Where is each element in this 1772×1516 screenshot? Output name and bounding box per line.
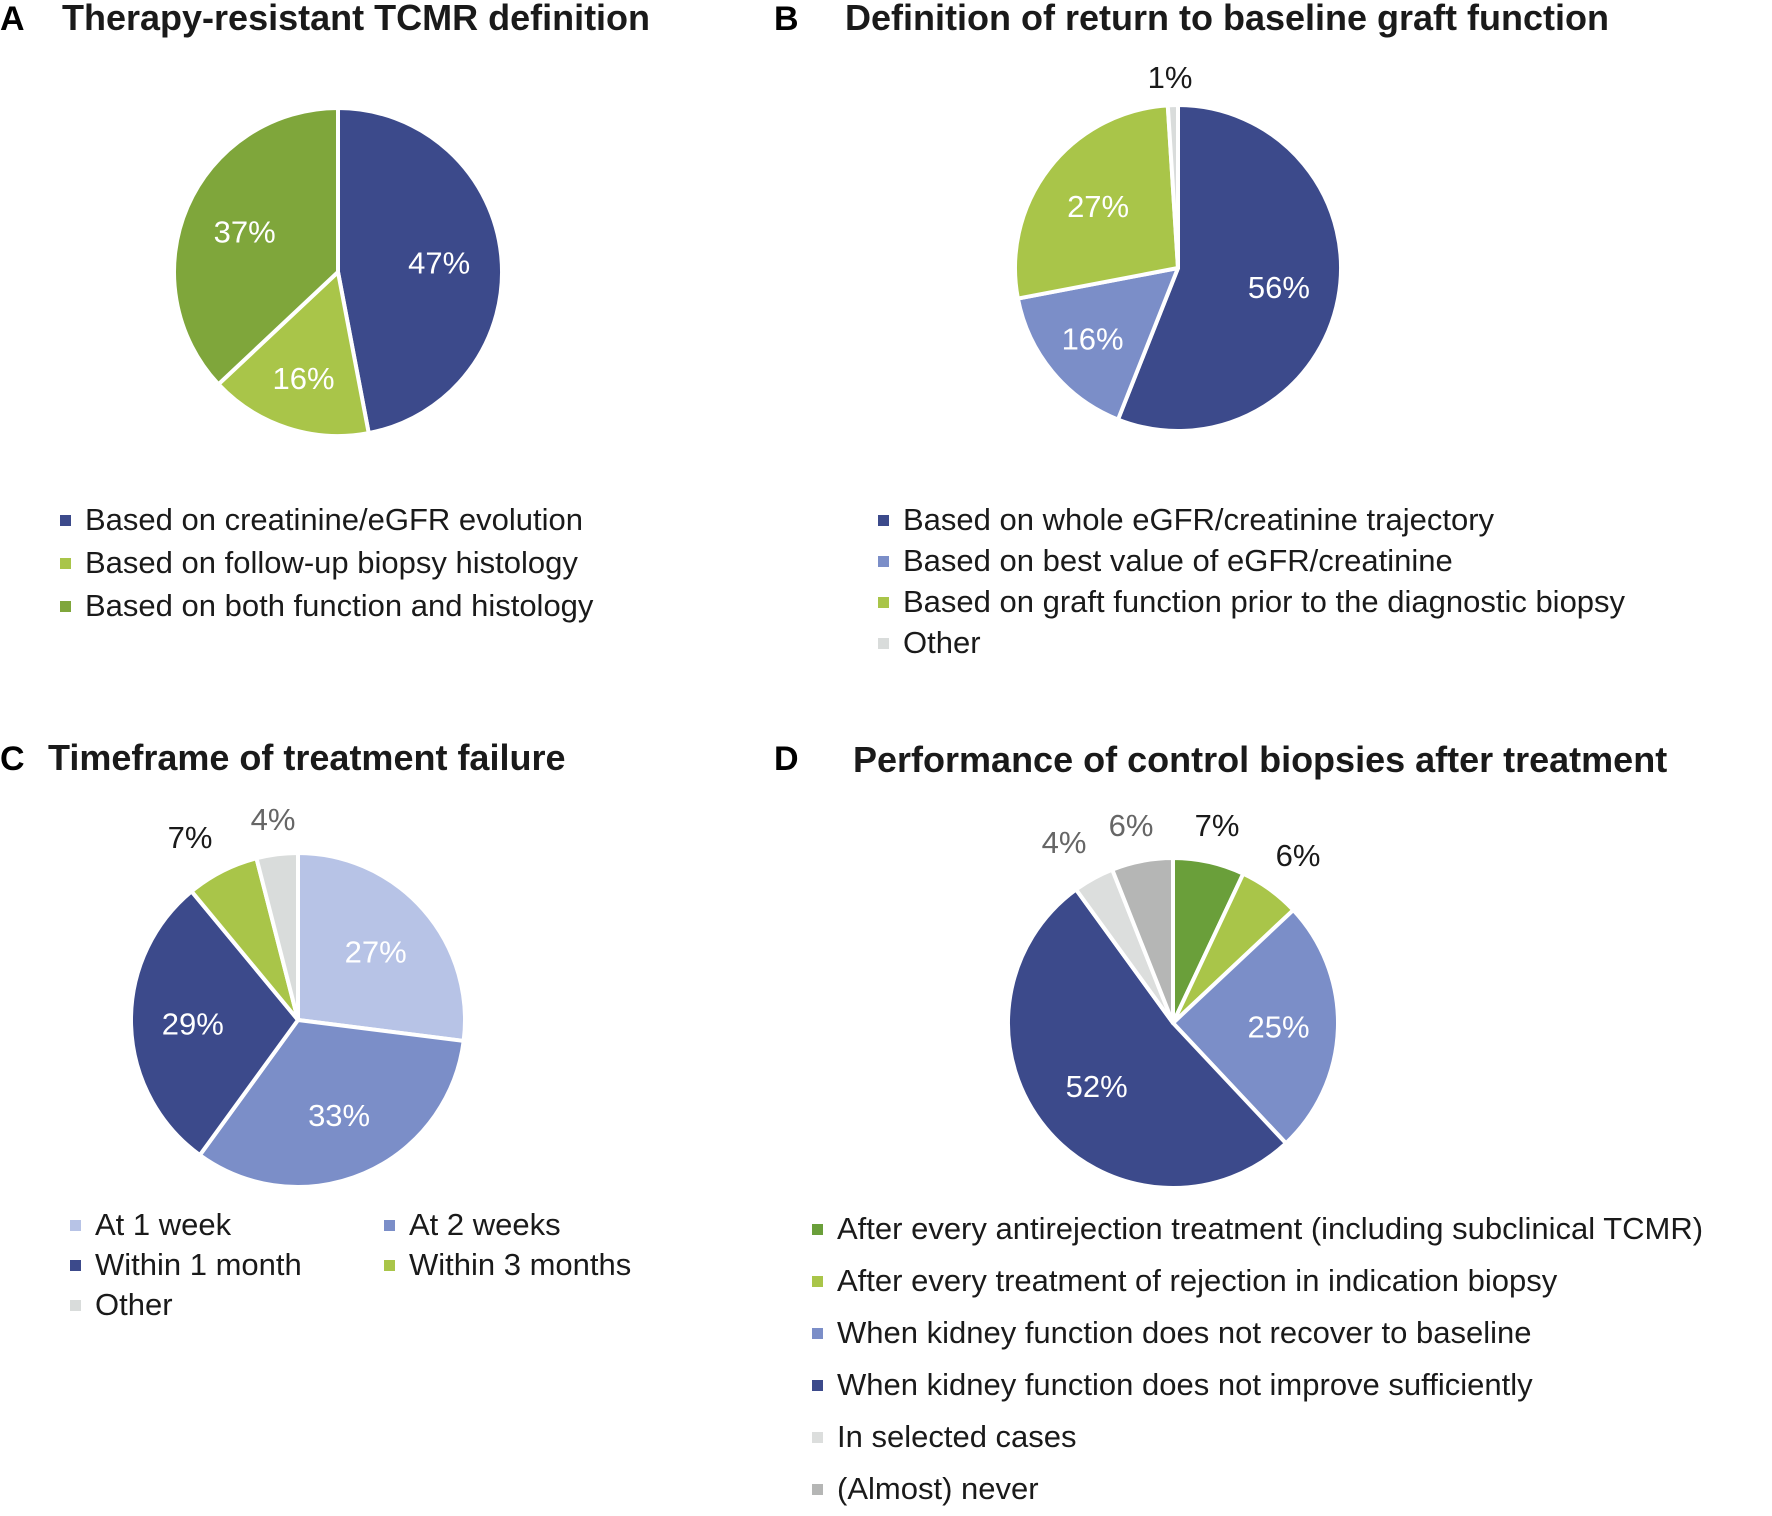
- legend-swatch: [812, 1432, 823, 1443]
- pie-slice: [1165, 102, 1180, 270]
- pie-slice: [254, 851, 300, 1022]
- data-label: 16%: [272, 361, 334, 396]
- data-label: 52%: [1066, 1069, 1128, 1104]
- legend-entry: Based on whole eGFR/creatinine trajector…: [903, 502, 1495, 537]
- data-label: 7%: [1195, 808, 1240, 843]
- legend-entry: Based on both function and histology: [85, 588, 594, 623]
- legend-entry: Within 1 month: [95, 1247, 302, 1282]
- legend-entry: Based on creatinine/eGFR evolution: [85, 502, 583, 537]
- legend-swatch: [60, 558, 71, 569]
- pie-slice: [1116, 103, 1344, 433]
- legend-swatch: [878, 638, 889, 649]
- pie-slice: [1006, 887, 1288, 1190]
- panel-title: Timeframe of treatment failure: [48, 737, 565, 778]
- data-label: 4%: [1042, 825, 1087, 860]
- pie-slice: [216, 270, 371, 439]
- legend-entry: After every treatment of rejection in in…: [837, 1263, 1558, 1298]
- legend-entry: Other: [95, 1287, 173, 1322]
- data-label: 7%: [168, 820, 213, 855]
- pie-slice: [336, 106, 504, 436]
- panel-title: Therapy-resistant TCMR definition: [62, 0, 650, 38]
- legend-swatch: [60, 515, 71, 526]
- legend-swatch: [812, 1328, 823, 1339]
- pie-slice: [1110, 856, 1175, 1025]
- data-label: 6%: [1276, 838, 1321, 873]
- data-label: 4%: [251, 802, 296, 837]
- pie-slice: [1171, 908, 1340, 1146]
- legend-swatch: [878, 515, 889, 526]
- data-label: 16%: [1062, 322, 1124, 357]
- legend-entry: Other: [903, 625, 981, 660]
- data-label: 25%: [1247, 1009, 1309, 1044]
- pie-slice: [128, 889, 300, 1158]
- legend-swatch: [812, 1380, 823, 1391]
- legend-entry: Within 3 months: [409, 1247, 631, 1282]
- data-label: 33%: [308, 1098, 370, 1133]
- legend-swatch: [878, 556, 889, 567]
- panel-letter: B: [774, 0, 799, 38]
- panel-d: D Performance of control biopsies after t…: [774, 739, 1703, 1506]
- legend-swatch: [878, 597, 889, 608]
- legend-entry: (Almost) never: [837, 1471, 1039, 1506]
- legend-swatch: [812, 1484, 823, 1495]
- legend-entry: When kidney function does not improve su…: [837, 1367, 1533, 1402]
- pie-slice: [172, 106, 340, 387]
- data-label: 27%: [345, 935, 407, 970]
- data-label: 27%: [1067, 189, 1129, 224]
- legend-entry: When kidney function does not recover to…: [837, 1315, 1531, 1350]
- legend-swatch: [70, 1260, 81, 1271]
- legend-entry: At 1 week: [95, 1207, 232, 1242]
- panel-letter: C: [0, 740, 25, 778]
- panel-a: A Therapy-resistant TCMR definition 47% 16%…: [0, 0, 650, 623]
- panel-letter: D: [774, 740, 799, 778]
- legend-swatch: [812, 1224, 823, 1235]
- panel-title: Definition of return to baseline graft f…: [845, 0, 1609, 38]
- pie-slice: [1015, 266, 1180, 422]
- data-label: 1%: [1148, 60, 1193, 95]
- data-label: 29%: [162, 1006, 224, 1041]
- legend-swatch: [384, 1260, 395, 1271]
- panel-title: Performance of control biopsies after tr…: [853, 739, 1667, 780]
- legend-swatch: [60, 601, 71, 612]
- pie-slice: [197, 1018, 466, 1190]
- legend-entry: Based on best value of eGFR/creatinine: [903, 543, 1453, 578]
- panel-b: B Definition of return to baseline graft …: [774, 0, 1626, 660]
- legend-entry: In selected cases: [837, 1419, 1077, 1454]
- legend-entry: Based on graft function prior to the dia…: [903, 584, 1626, 619]
- data-label: 6%: [1109, 808, 1154, 843]
- legend-entry: After every antirejection treatment (inc…: [837, 1211, 1703, 1246]
- pie-slice: [296, 851, 467, 1043]
- legend-entry: At 2 weeks: [409, 1207, 561, 1242]
- pie-slice: [1013, 103, 1180, 301]
- data-label: 47%: [408, 245, 470, 280]
- legend-swatch: [70, 1300, 81, 1311]
- legend-swatch: [70, 1220, 81, 1231]
- legend-entry: Based on follow-up biopsy histology: [85, 545, 578, 580]
- data-label: 37%: [214, 215, 276, 250]
- legend-swatch: [812, 1276, 823, 1287]
- panel-letter: A: [0, 0, 25, 38]
- legend-swatch: [384, 1220, 395, 1231]
- panel-c: C Timeframe of treatment failure 27% 33% 29%…: [0, 737, 631, 1322]
- data-label: 56%: [1248, 270, 1310, 305]
